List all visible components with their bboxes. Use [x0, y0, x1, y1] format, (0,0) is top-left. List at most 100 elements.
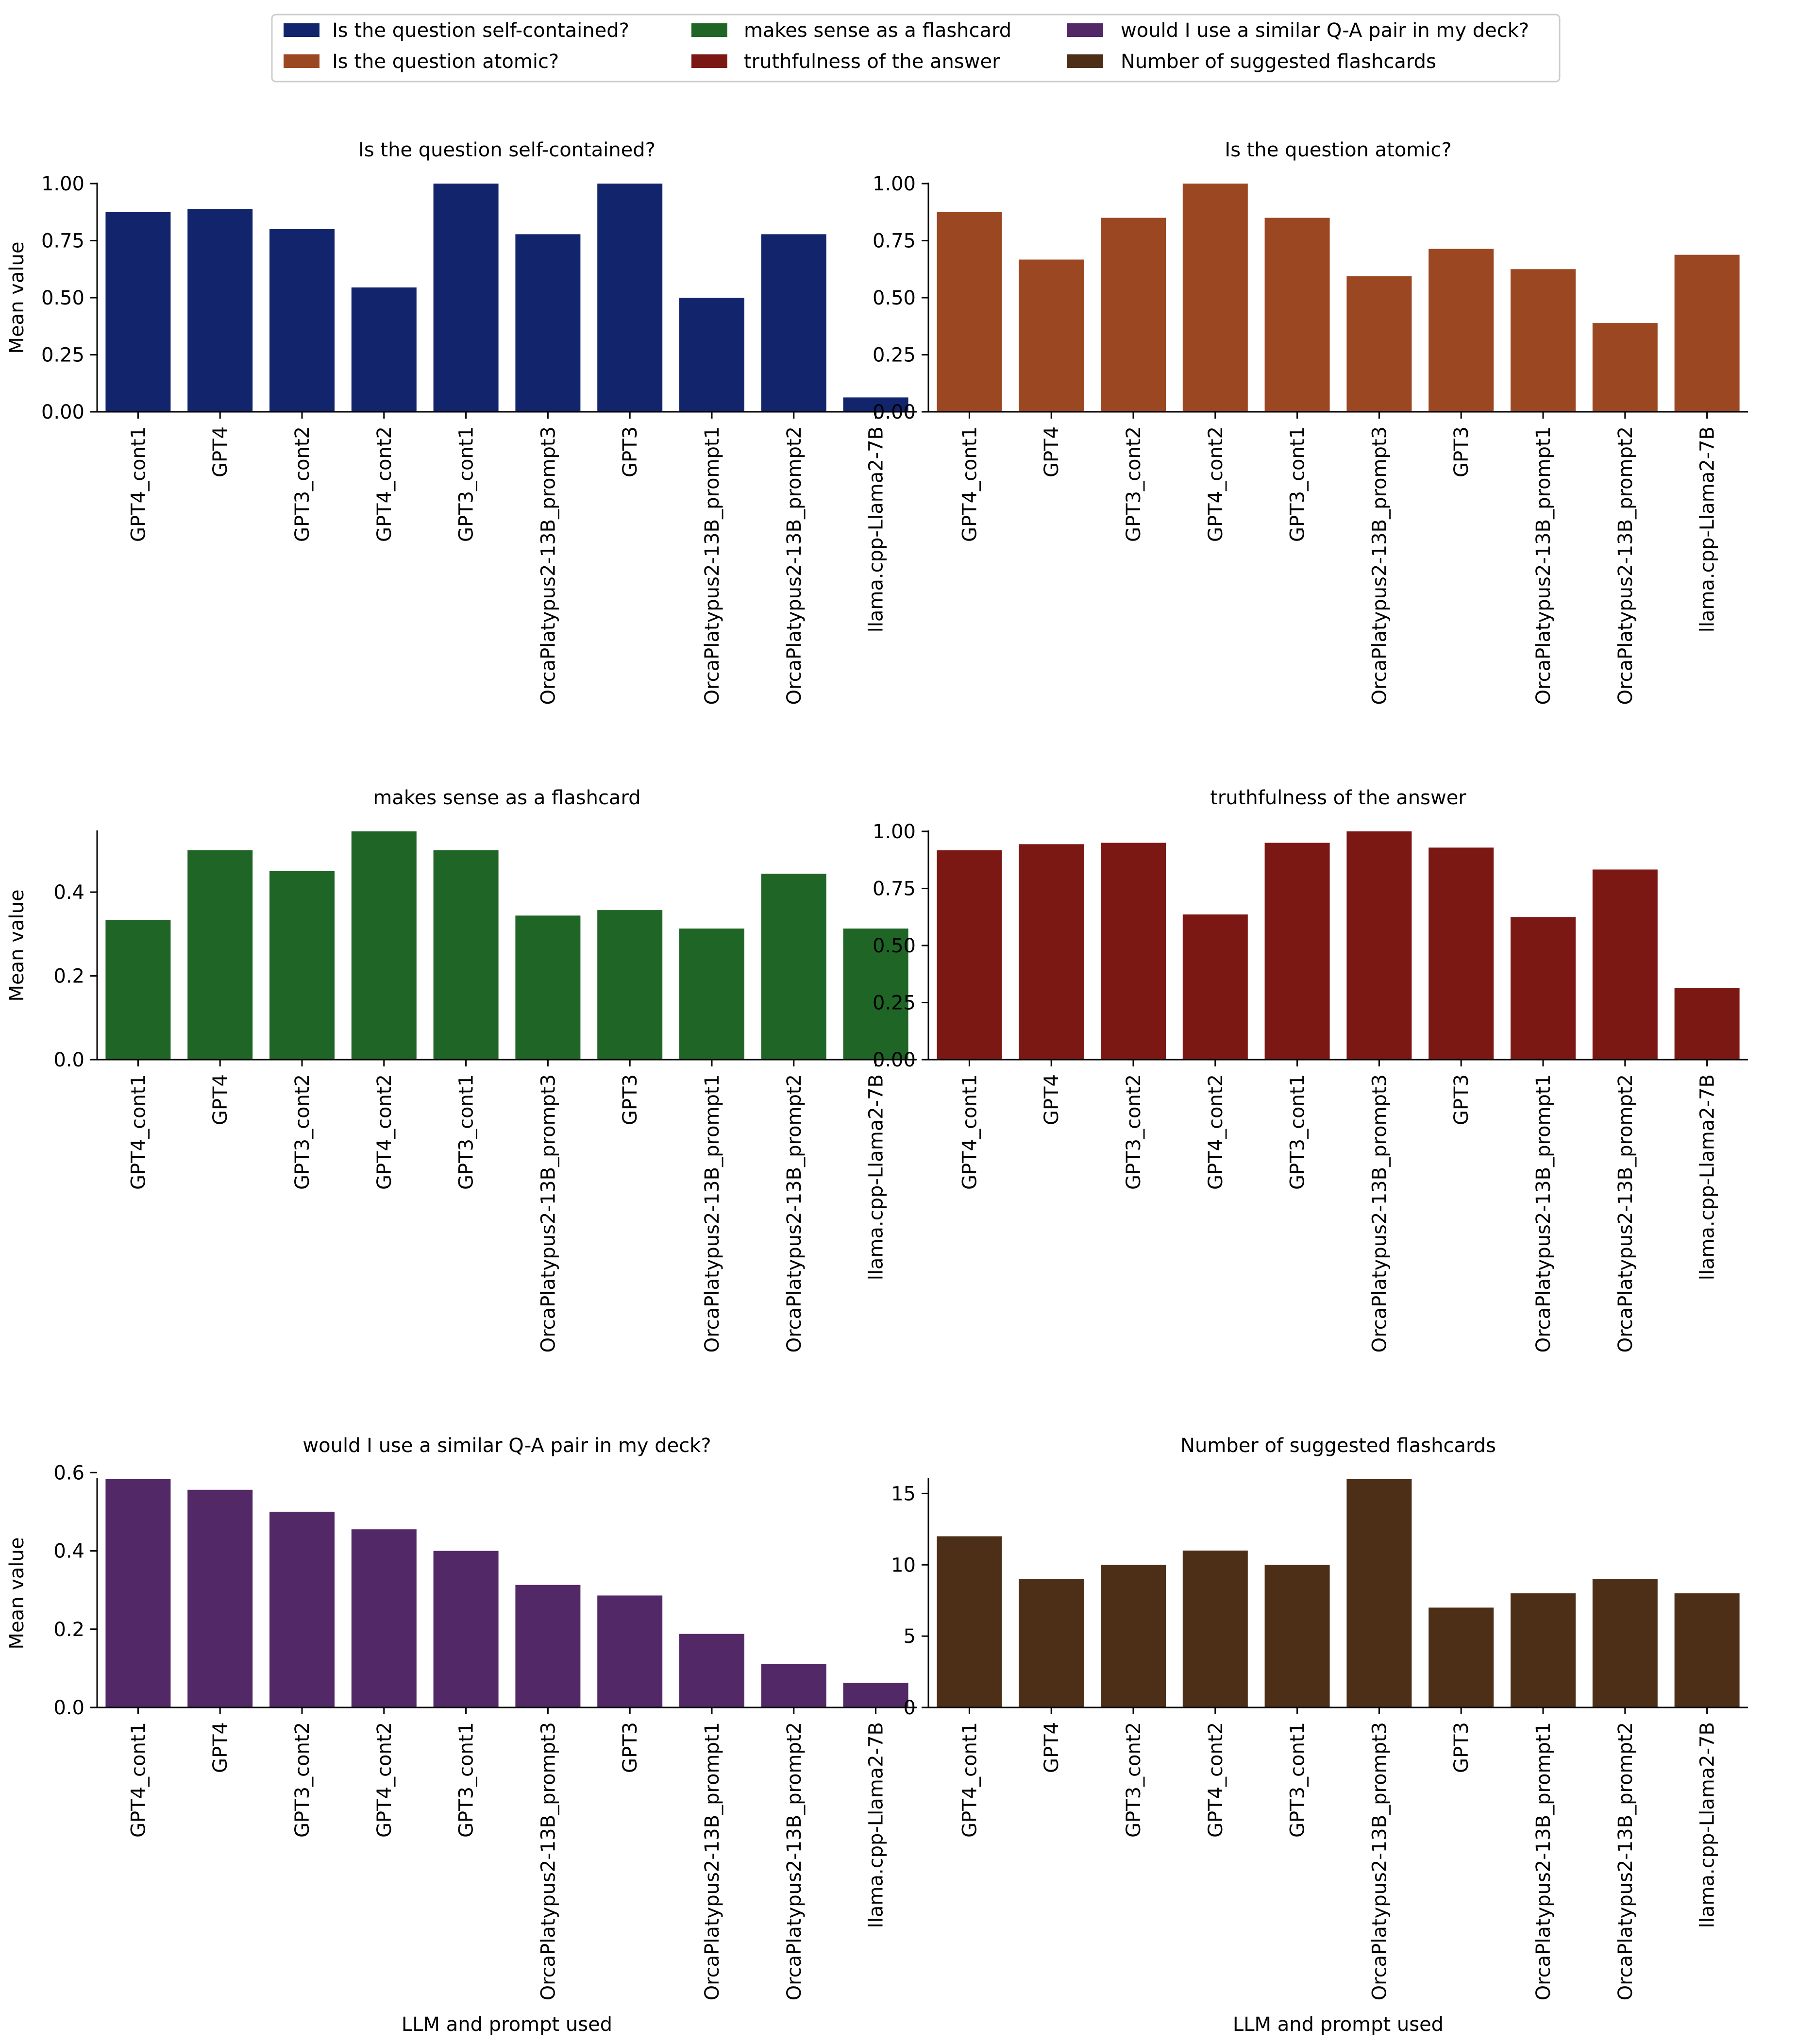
- y-tick-label: 15: [891, 1483, 916, 1505]
- bar-6: [1428, 249, 1494, 412]
- legend-label-3: truthfulness of the answer: [744, 51, 1000, 73]
- x-tick-label: llama.cpp-Llama2-7B: [1697, 1722, 1719, 1928]
- bar-1: [187, 209, 253, 412]
- x-tick-label: GPT3: [1450, 426, 1473, 477]
- x-tick-label: OrcaPlatypus2-13B_prompt1: [1532, 1722, 1555, 2000]
- x-tick-label: OrcaPlatypus2-13B_prompt1: [701, 1074, 723, 1352]
- legend-label-1: Is the question atomic?: [332, 51, 559, 73]
- x-tick-label: OrcaPlatypus2-13B_prompt2: [1614, 1074, 1637, 1352]
- bar-2: [1101, 1565, 1166, 1707]
- x-tick-label: OrcaPlatypus2-13B_prompt2: [783, 426, 806, 705]
- chart-title: truthfulness of the answer: [1210, 787, 1466, 809]
- bar-3: [351, 287, 417, 412]
- legend-swatch-5: [1067, 54, 1103, 68]
- bar-4: [1264, 218, 1330, 412]
- x-tick-label: GPT4_cont1: [127, 1722, 150, 1838]
- x-tick-label: OrcaPlatypus2-13B_prompt2: [783, 1074, 806, 1352]
- x-tick-label: OrcaPlatypus2-13B_prompt1: [1532, 426, 1555, 705]
- bar-1: [187, 1489, 253, 1707]
- x-tick-label: GPT4_cont2: [373, 1722, 396, 1838]
- x-tick-label: OrcaPlatypus2-13B_prompt1: [701, 1722, 723, 2000]
- y-tick-label: 1.00: [41, 173, 84, 195]
- bar-9: [1674, 1593, 1740, 1707]
- chart-panel-5: Number of suggested flashcards 0 5 10 15 GPT4…: [891, 1435, 1748, 2036]
- bar-0: [105, 212, 171, 412]
- bar-4: [433, 184, 499, 412]
- bar-0: [937, 850, 1002, 1060]
- chart-title: Number of suggested flashcards: [1180, 1435, 1496, 1457]
- legend-label-5: Number of suggested flashcards: [1121, 51, 1436, 73]
- x-tick-label: GPT4_cont2: [373, 426, 396, 542]
- y-axis-label: Mean value: [6, 1537, 28, 1650]
- bar-2: [269, 1511, 335, 1707]
- x-tick-label: GPT4: [209, 1074, 232, 1125]
- chart-panel-3: truthfulness of the answer 0.00 0.25 0.50 0.…: [873, 787, 1748, 1352]
- bar-1: [1019, 1579, 1084, 1707]
- bar-6: [1428, 1607, 1494, 1707]
- bar-8: [761, 234, 826, 412]
- x-tick-label: GPT3_cont1: [1287, 1722, 1309, 1838]
- bar-1: [187, 850, 253, 1060]
- bar-3: [1182, 1550, 1248, 1707]
- x-tick-label: GPT4: [1041, 1074, 1063, 1125]
- x-tick-label: GPT3_cont1: [455, 1722, 478, 1838]
- legend-swatch-4: [1067, 23, 1103, 37]
- bar-0: [105, 920, 171, 1060]
- legend-frame: [271, 14, 1561, 83]
- bar-4: [433, 1551, 499, 1707]
- y-tick-label: 10: [891, 1554, 916, 1576]
- x-tick-label: GPT4: [1041, 1722, 1063, 1773]
- y-tick-label: 0.0: [53, 1049, 84, 1071]
- y-tick-label: 0.50: [873, 935, 916, 957]
- y-tick-label: 0.75: [873, 230, 916, 253]
- y-tick-label: 1.00: [873, 821, 916, 843]
- y-tick-label: 0.2: [53, 965, 84, 988]
- y-tick-label: 1.00: [873, 173, 916, 195]
- y-tick-label: 0.25: [873, 992, 916, 1014]
- x-tick-label: GPT3: [619, 1074, 641, 1125]
- legend-swatch-2: [691, 23, 727, 37]
- bar-2: [269, 871, 335, 1060]
- bar-5: [1346, 1479, 1412, 1707]
- legend-swatch-0: [284, 23, 319, 37]
- y-tick-label: 5: [904, 1625, 916, 1648]
- x-tick-label: OrcaPlatypus2-13B_prompt3: [1368, 1722, 1391, 2000]
- x-tick-label: GPT3_cont2: [1123, 426, 1145, 542]
- bar-8: [1592, 869, 1658, 1060]
- legend-label-4: would I use a similar Q-A pair in my dec…: [1121, 19, 1529, 42]
- x-tick-label: OrcaPlatypus2-13B_prompt2: [1614, 1722, 1637, 2000]
- x-tick-label: GPT4_cont2: [1205, 426, 1227, 542]
- x-tick-label: GPT3: [619, 1722, 641, 1773]
- bar-3: [1182, 914, 1248, 1060]
- bar-8: [1592, 1579, 1658, 1707]
- x-tick-label: GPT3: [1450, 1722, 1473, 1773]
- bar-5: [515, 915, 581, 1060]
- bar-5: [1346, 276, 1412, 412]
- bar-4: [433, 850, 499, 1060]
- y-tick-label: 0.6: [53, 1462, 84, 1484]
- x-tick-label: GPT4: [209, 1722, 232, 1773]
- y-tick-label: 0.0: [53, 1697, 84, 1719]
- bar-7: [1511, 269, 1576, 412]
- chart-panel-0: Is the question self-contained? 0.00 0.25 0…: [6, 139, 917, 705]
- y-tick-label: 0.25: [41, 344, 84, 367]
- bar-7: [679, 1634, 744, 1707]
- bar-2: [269, 229, 335, 412]
- bar-9: [843, 397, 908, 412]
- x-tick-label: OrcaPlatypus2-13B_prompt2: [1614, 426, 1637, 705]
- x-tick-label: GPT4_cont2: [1205, 1074, 1227, 1190]
- y-tick-label: 0.4: [53, 881, 84, 904]
- chart-panels: Is the question self-contained?0.000.250…: [6, 139, 1748, 2036]
- x-tick-label: OrcaPlatypus2-13B_prompt1: [1532, 1074, 1555, 1352]
- x-tick-label: OrcaPlatypus2-13B_prompt3: [537, 426, 559, 705]
- bar-7: [1511, 1593, 1576, 1707]
- bar-0: [105, 1479, 171, 1707]
- x-tick-label: OrcaPlatypus2-13B_prompt3: [537, 1722, 559, 2000]
- bar-8: [1592, 323, 1658, 412]
- bar-2: [1101, 843, 1166, 1060]
- y-tick-label: 0.75: [873, 878, 916, 900]
- y-axis-label: Mean value: [6, 242, 28, 354]
- x-tick-label: GPT4_cont1: [127, 426, 150, 542]
- x-tick-label: GPT3_cont1: [1287, 426, 1309, 542]
